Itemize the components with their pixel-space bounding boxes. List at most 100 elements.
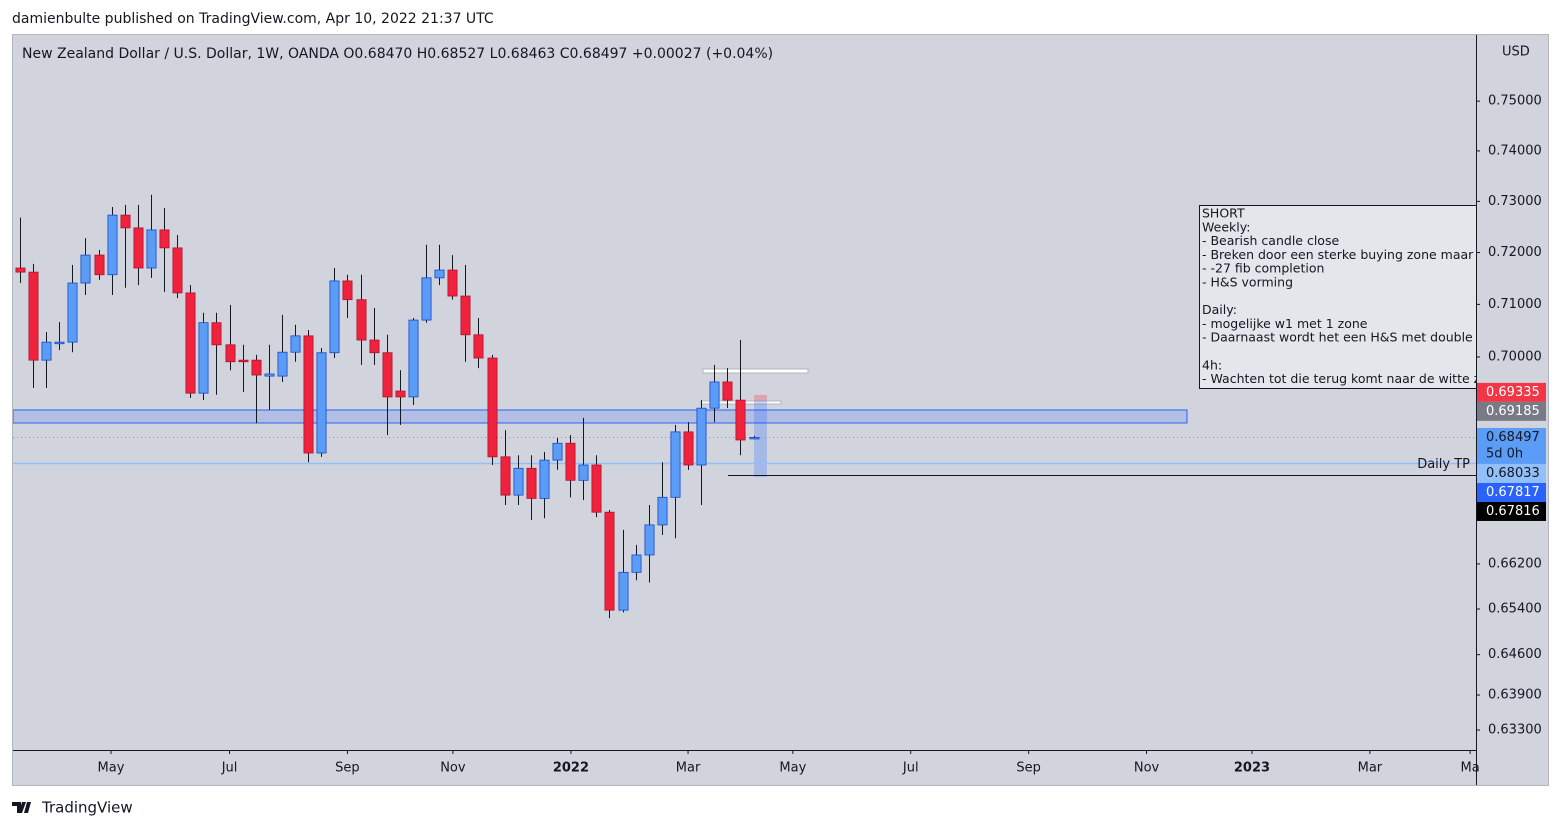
candle-body (251, 359, 262, 376)
candle-body (552, 442, 563, 461)
price-label-box (1477, 482, 1546, 502)
candle-body (316, 352, 327, 454)
y-tick-label: 0.63300 (1488, 723, 1542, 738)
price-label-box (1477, 501, 1546, 521)
price-label: 0.67816 (1486, 504, 1540, 519)
currency-label: USD (1502, 45, 1530, 60)
publish-header: damienbulte published on TradingView.com… (12, 11, 494, 27)
x-tick-label: Jul (221, 761, 238, 776)
note-line: Daily: (1202, 302, 1237, 317)
candle-body (382, 352, 393, 398)
x-tick-label: Jul (902, 761, 919, 776)
candle-body (238, 359, 249, 363)
note-line: Weekly: (1202, 219, 1250, 234)
note-line: 4h: (1202, 357, 1222, 372)
candle-body (735, 399, 746, 441)
candle-body (722, 381, 733, 401)
buying-zone (13, 409, 1188, 424)
y-tick-label: 0.73000 (1488, 194, 1542, 209)
candle-body (80, 254, 91, 284)
candle-body (211, 322, 222, 346)
y-tick-label: 0.72000 (1488, 245, 1542, 260)
candle-body (369, 339, 380, 354)
candle-body (277, 351, 288, 377)
y-tick-label: 0.64600 (1488, 647, 1542, 662)
x-tick-label: Nov (1134, 761, 1160, 776)
candle-body (198, 322, 209, 394)
candle-body (408, 319, 419, 398)
candle-body (670, 431, 681, 498)
candle-body (487, 357, 498, 458)
countdown-label: 5d 0h (1486, 446, 1523, 461)
candle-body (67, 282, 78, 343)
candle-body (631, 554, 642, 573)
note-line: - Breken door een sterke buying zone maa… (1202, 247, 1485, 262)
x-tick-label: Mar (1358, 761, 1383, 776)
chart-title: New Zealand Dollar / U.S. Dollar, 1W, OA… (22, 46, 773, 62)
note-line: - Wachten tot die terug komt naar de wit… (1202, 371, 1481, 386)
price-label-box (1477, 463, 1546, 483)
note-line: - -27 fib completion (1202, 261, 1324, 276)
price-label: 0.67817 (1486, 485, 1540, 500)
y-tick-label: 0.74000 (1488, 143, 1542, 158)
candle-body (604, 511, 615, 611)
y-tick-label: 0.63900 (1488, 688, 1542, 703)
price-label: 0.68497 (1486, 430, 1540, 445)
candle-body (120, 214, 131, 229)
candle-body (225, 344, 236, 363)
candle-body (172, 247, 183, 294)
footer-brand: TradingView (41, 799, 133, 817)
x-tick-label: 2023 (1234, 761, 1270, 776)
candle-body (460, 295, 471, 336)
x-tick-label: Sep (335, 761, 360, 776)
stop-zone (754, 395, 767, 401)
price-label-box (1477, 382, 1546, 402)
candle-body (54, 341, 65, 345)
x-tick-label: Mar (676, 761, 701, 776)
candle-body (94, 254, 105, 276)
note-line: - Bearish candle close (1202, 233, 1339, 248)
candle-body (696, 407, 707, 466)
candle-body (434, 269, 445, 279)
candle-body (133, 227, 144, 269)
candle-body (526, 467, 537, 499)
candle-body (683, 431, 694, 466)
candle-body (15, 267, 26, 273)
candle-body (513, 467, 524, 496)
candle-body (421, 277, 432, 321)
y-tick-label: 0.71000 (1488, 297, 1542, 312)
price-label: 0.69185 (1486, 404, 1540, 419)
candle-body (539, 459, 550, 499)
candle-body (303, 335, 314, 454)
candle-body (185, 292, 196, 394)
candle-body (395, 390, 406, 398)
y-tick-label: 0.70000 (1488, 349, 1542, 364)
tradingview-logo (12, 802, 31, 813)
target-zone (754, 401, 767, 477)
candle-body (500, 456, 511, 496)
note-line: - H&S vorming (1202, 275, 1293, 290)
note-box (1199, 205, 1476, 389)
price-label-box (1477, 401, 1546, 421)
x-tick-label: May (779, 761, 806, 776)
note-line: SHORT (1202, 206, 1245, 221)
candle-body (447, 269, 458, 297)
candle-body (749, 437, 760, 440)
candle-body (146, 229, 157, 269)
y-tick-label: 0.65400 (1488, 602, 1542, 617)
candle-body (329, 280, 340, 354)
candle-body (159, 229, 170, 249)
candle-body (618, 571, 629, 611)
x-tick-label: Nov (440, 761, 466, 776)
annotation: Daily TP (1417, 457, 1470, 472)
candle-body (264, 373, 275, 377)
white-level (702, 368, 809, 374)
price-label-box (1477, 427, 1546, 464)
candle-body (473, 334, 484, 359)
x-tick-label: May (98, 761, 125, 776)
price-label: 0.68033 (1486, 466, 1540, 481)
candle-body (709, 381, 720, 409)
